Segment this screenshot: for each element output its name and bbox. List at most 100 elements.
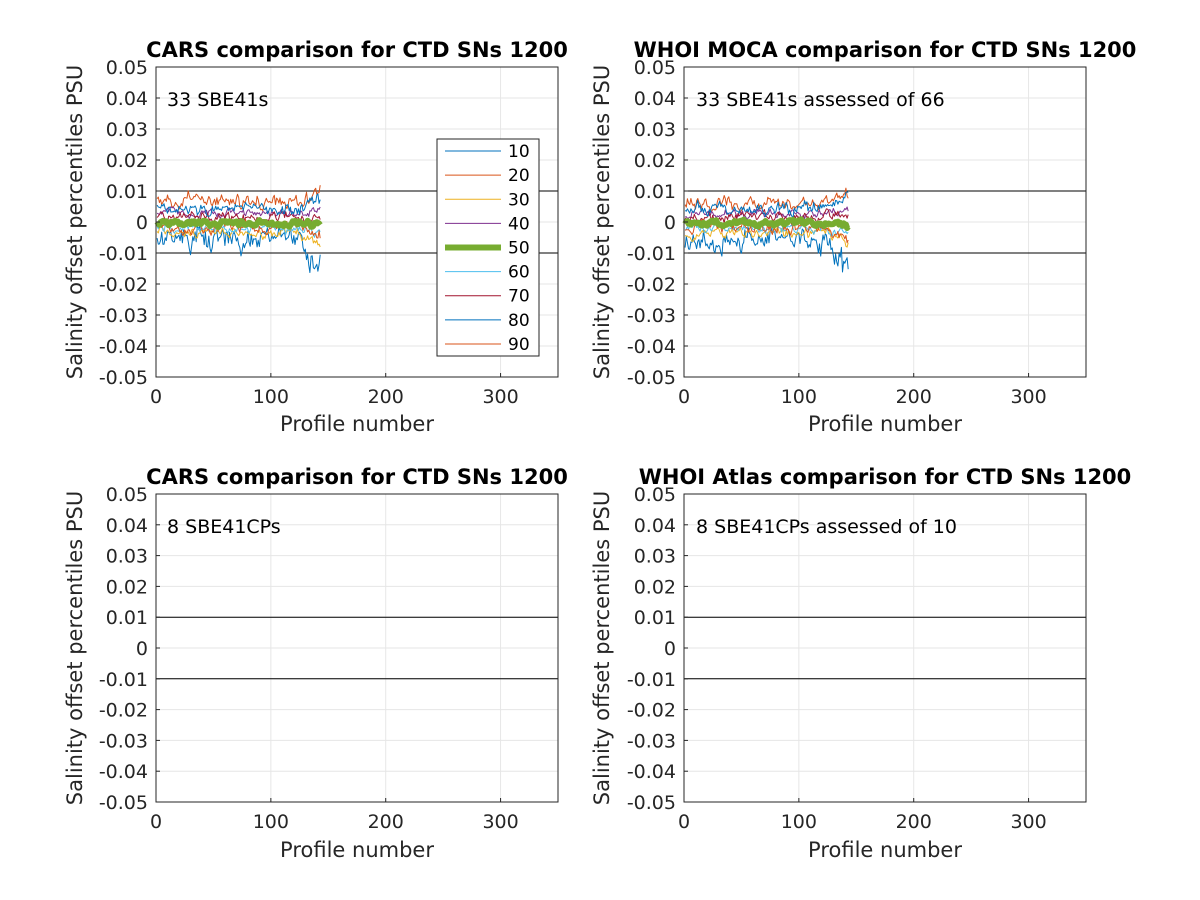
y-tick-label: 0.04 [106, 88, 148, 110]
y-tick-label: 0.05 [634, 57, 676, 79]
x-axis-label: Profile number [808, 838, 962, 862]
y-tick-label: -0.02 [627, 274, 676, 296]
x-tick-label: 200 [896, 811, 932, 833]
panel-annotation: 8 SBE41CPs [167, 516, 281, 538]
x-axis-label: Profile number [808, 412, 962, 436]
y-tick-label: -0.02 [99, 274, 148, 296]
y-tick-label: 0.03 [634, 119, 676, 141]
y-tick-label: 0.05 [106, 484, 148, 506]
series-line-10 [684, 227, 849, 273]
x-tick-label: 200 [368, 811, 404, 833]
panel-cars-sbe41: 0.05 0.04 0.03 0.02 0.01 0 -0.01 -0.02 -0.03 -0.0… [63, 38, 568, 436]
legend-label-80: 80 [508, 311, 530, 331]
panel-title: WHOI MOCA comparison for CTD SNs 1200 [634, 38, 1137, 62]
x-tick-label: 200 [896, 386, 932, 408]
y-tick-label: -0.02 [627, 700, 676, 722]
ticks: 0.05 0.04 0.03 0.02 0.01 0 -0.01 -0.02 -0.03 -0.0… [627, 57, 1047, 408]
legend-label-10: 10 [508, 142, 530, 162]
y-tick-label: 0.02 [634, 150, 676, 172]
y-tick-label: -0.05 [627, 792, 676, 814]
panel-annotation: 8 SBE41CPs assessed of 10 [696, 516, 957, 538]
x-tick-label: 100 [781, 386, 817, 408]
y-tick-label: 0.02 [106, 576, 148, 598]
y-tick-label: 0.02 [634, 576, 676, 598]
legend-label-60: 60 [508, 263, 530, 283]
y-tick-label: -0.05 [99, 792, 148, 814]
ticks: 0.05 0.04 0.03 0.02 0.01 0 -0.01 -0.02 -0.03 -0.0… [99, 484, 519, 833]
ticks: 0.05 0.04 0.03 0.02 0.01 0 -0.01 -0.02 -0.03 -0.0… [627, 484, 1047, 833]
panel-title: CARS comparison for CTD SNs 1200 [146, 465, 568, 489]
panel-title: WHOI Atlas comparison for CTD SNs 1200 [639, 465, 1132, 489]
x-tick-label: 300 [482, 811, 518, 833]
y-axis-label: Salinity offset percentiles PSU [590, 491, 614, 805]
panel-whoi-moca: 0.05 0.04 0.03 0.02 0.01 0 -0.01 -0.02 -0.03 -0.0… [590, 38, 1136, 436]
y-tick-label: 0.04 [106, 515, 148, 537]
y-tick-label: 0.05 [106, 57, 148, 79]
x-tick-label: 0 [150, 811, 162, 833]
y-tick-label: -0.04 [627, 336, 676, 358]
y-tick-label: 0.03 [634, 546, 676, 568]
y-tick-label: -0.03 [99, 730, 148, 752]
series-line-30 [156, 226, 321, 248]
panel-cars-sbe41cp: 0.05 0.04 0.03 0.02 0.01 0 -0.01 -0.02 -0.03 -0.0… [63, 465, 568, 862]
series-line-20 [684, 187, 849, 214]
reference-lines [684, 616, 1086, 680]
series-line-70 [156, 211, 321, 224]
x-tick-label: 0 [150, 386, 162, 408]
y-tick-label: -0.01 [627, 669, 676, 691]
legend-label-70: 70 [508, 287, 530, 307]
series-line-20 [156, 185, 321, 212]
y-tick-label: 0.01 [106, 607, 148, 629]
x-tick-label: 300 [482, 386, 518, 408]
series-line-50 [154, 217, 323, 231]
y-tick-label: 0.01 [634, 607, 676, 629]
ticks: 0.05 0.04 0.03 0.02 0.01 0 -0.01 -0.02 -0.03 -0.0… [99, 57, 519, 408]
y-tick-label: 0 [136, 638, 148, 660]
x-tick-label: 100 [253, 386, 289, 408]
y-tick-label: 0.04 [634, 88, 676, 110]
y-axis-label: Salinity offset percentiles PSU [63, 491, 87, 805]
y-tick-label: 0.01 [106, 181, 148, 203]
y-tick-label: -0.04 [627, 761, 676, 783]
y-tick-label: -0.02 [99, 700, 148, 722]
series-line-80 [684, 191, 849, 218]
y-tick-label: -0.03 [99, 305, 148, 327]
y-tick-label: 0.02 [106, 150, 148, 172]
x-tick-label: 0 [678, 386, 690, 408]
series-group [682, 187, 851, 273]
y-tick-label: 0.03 [106, 119, 148, 141]
x-tick-label: 100 [781, 811, 817, 833]
x-tick-label: 100 [253, 811, 289, 833]
panel-annotation: 33 SBE41s [167, 89, 268, 111]
y-tick-label: -0.05 [627, 367, 676, 389]
y-axis-label: Salinity offset percentiles PSU [590, 65, 614, 379]
y-tick-label: -0.01 [99, 669, 148, 691]
reference-lines [684, 190, 1086, 254]
y-tick-label: 0.03 [106, 546, 148, 568]
legend-label-20: 20 [508, 166, 530, 186]
series-line-70 [684, 208, 849, 226]
y-tick-label: -0.04 [99, 336, 148, 358]
x-axis-label: Profile number [280, 838, 434, 862]
x-tick-label: 300 [1010, 386, 1046, 408]
legend-label-30: 30 [508, 190, 530, 210]
legend-label-40: 40 [508, 214, 530, 234]
legend-label-50: 50 [508, 239, 530, 259]
legend: 10 20 30 40 50 60 70 80 90 [436, 138, 540, 357]
y-tick-label: -0.03 [627, 730, 676, 752]
reference-lines [156, 616, 558, 680]
y-tick-label: -0.05 [99, 367, 148, 389]
y-tick-label: -0.01 [99, 243, 148, 265]
y-tick-label: 0 [664, 638, 676, 660]
panel-annotation: 33 SBE41s assessed of 66 [696, 89, 945, 111]
x-tick-label: 0 [678, 811, 690, 833]
x-tick-label: 200 [368, 386, 404, 408]
y-tick-label: 0 [136, 212, 148, 234]
y-tick-label: 0.04 [634, 515, 676, 537]
y-axis-label: Salinity offset percentiles PSU [63, 65, 87, 379]
y-tick-label: -0.01 [627, 243, 676, 265]
legend-label-90: 90 [508, 335, 530, 355]
panel-whoi-atlas: 0.05 0.04 0.03 0.02 0.01 0 -0.01 -0.02 -0.03 -0.0… [590, 465, 1131, 862]
series-line-80 [156, 193, 321, 217]
